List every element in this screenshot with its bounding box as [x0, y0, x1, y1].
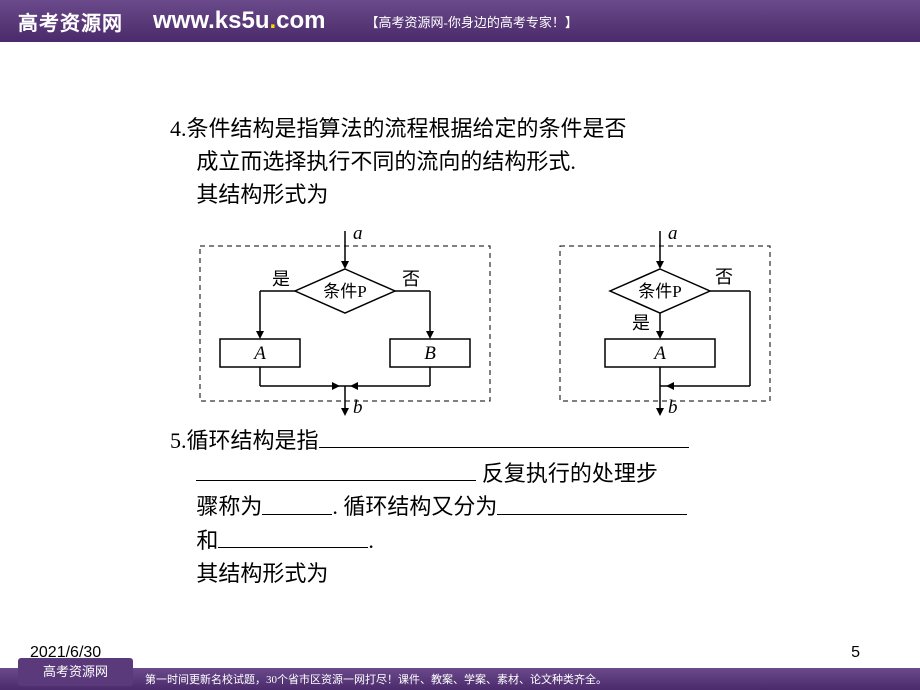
footer-page: 5 [851, 644, 860, 662]
header-bar: 高考资源网 www.ks5u.com 【高考资源网-你身边的高考专家！】 [0, 0, 920, 42]
dg2-b: b [668, 397, 678, 416]
blank-3 [262, 490, 332, 514]
diagram-1: a 条件P 是 否 A B [190, 221, 500, 416]
blank-2 [196, 457, 476, 481]
diagram-2: a 条件P 否 是 A b [550, 221, 780, 416]
item4-num: 4. [170, 116, 187, 141]
header-url-pre: www.ks5u [153, 7, 269, 34]
dg1-yes: 是 [272, 269, 290, 289]
content-area: 4.条件结构是指算法的流程根据给定的条件是否 成立而选择执行不同的流向的结构形式… [0, 42, 920, 590]
dg2-A: A [652, 343, 666, 364]
item5-t7: 其结构形式为 [196, 561, 328, 586]
item5-num: 5. [170, 428, 187, 453]
dg1-b: b [353, 397, 363, 416]
dg2-yes: 是 [632, 313, 650, 333]
dg1-cond: 条件P [323, 282, 366, 301]
blank-4 [497, 490, 687, 514]
blank-5 [218, 524, 368, 548]
item4-line1: 条件结构是指算法的流程根据给定的条件是否 [187, 116, 627, 141]
item5-t6: . [368, 528, 374, 553]
blank-1 [319, 424, 689, 448]
dg1-A: A [252, 343, 266, 364]
item4-line3: 其结构形式为 [196, 182, 328, 207]
header-logo-text: 高考资源网 [18, 7, 123, 36]
bottom-bar: 高考资源网 第一时间更新名校试题，30个省市区资源一网打尽！课件、教案、学案、素… [0, 668, 920, 690]
dg1-a: a [353, 223, 363, 244]
header-tagline: 【高考资源网-你身边的高考专家！】 [366, 12, 578, 31]
item5-t3: 骤称为 [196, 495, 262, 520]
item4-line2: 成立而选择执行不同的流向的结构形式. [196, 149, 576, 174]
header-url-post: com [276, 7, 325, 34]
diagrams-row: a 条件P 是 否 A B [190, 221, 820, 416]
dg2-no: 否 [715, 267, 733, 287]
dg2-a: a [668, 223, 678, 244]
bottom-bar-text: 第一时间更新名校试题，30个省市区资源一网打尽！课件、教案、学案、素材、论文种类… [145, 671, 607, 687]
item5-t4: . 循环结构又分为 [332, 495, 497, 520]
bottom-bar-logo: 高考资源网 [18, 658, 133, 686]
header-url: www.ks5u.com [153, 7, 326, 35]
item-5: 5.循环结构是指 反复执行的处理步 骤称为 . 循环结构又分为 和. 其结构形式为 [170, 424, 820, 590]
item5-t2: 反复执行的处理步 [482, 461, 658, 486]
dg1-no: 否 [402, 269, 420, 289]
item-4: 4.条件结构是指算法的流程根据给定的条件是否 成立而选择执行不同的流向的结构形式… [170, 112, 820, 211]
item5-t1: 循环结构是指 [187, 428, 319, 453]
item5-t5: 和 [196, 528, 218, 553]
dg1-B: B [424, 343, 436, 364]
dg2-cond: 条件P [638, 282, 681, 301]
